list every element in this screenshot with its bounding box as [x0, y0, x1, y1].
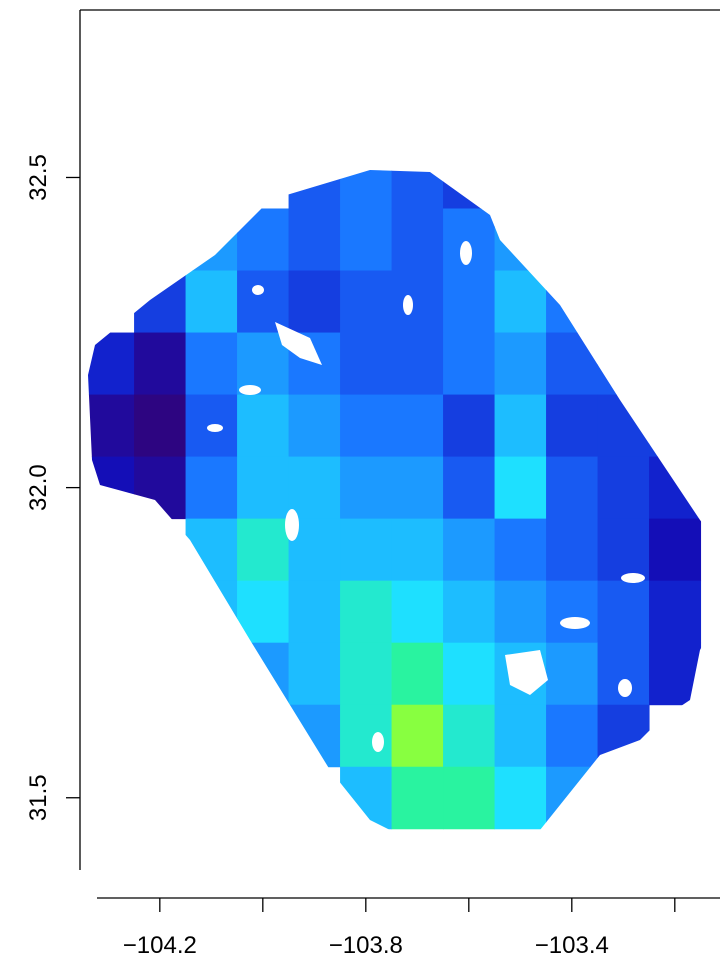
- raster-cell: [443, 457, 495, 520]
- raster-cell: [392, 705, 444, 768]
- raster-cell: [598, 581, 650, 644]
- x-tick-label: −103.4: [535, 932, 609, 956]
- raster-cell: [392, 333, 444, 396]
- raster-cell: [340, 146, 392, 209]
- raster-cell: [186, 208, 238, 271]
- raster-cell: [392, 208, 444, 271]
- y-tick-label: 32.0: [25, 464, 52, 511]
- raster-cell: [340, 767, 392, 830]
- raster-cell: [134, 395, 186, 458]
- raster-cell: [546, 395, 598, 458]
- raster-cell: [495, 767, 547, 830]
- raster-cell: [495, 581, 547, 644]
- raster-cell: [289, 208, 341, 271]
- raster-cell: [289, 705, 341, 768]
- raster-cell: [392, 643, 444, 706]
- raster-cell: [340, 271, 392, 334]
- y-tick-label: 31.5: [25, 774, 52, 821]
- raster-cell: [495, 333, 547, 396]
- raster-cell: [392, 519, 444, 582]
- raster-cell: [392, 395, 444, 458]
- raster-cell: [546, 519, 598, 582]
- raster-cell: [443, 581, 495, 644]
- raster-cell: [495, 457, 547, 520]
- raster-cell: [546, 767, 598, 830]
- raster-cell: [83, 333, 135, 396]
- raster-cell: [340, 705, 392, 768]
- x-tick-label: −103.8: [329, 932, 403, 956]
- raster-cell: [546, 271, 598, 334]
- chart: −104.2 −103.8 −103.4 31.5 32.0 32.5: [0, 0, 720, 956]
- raster-cell: [289, 457, 341, 520]
- raster-cell: [495, 705, 547, 768]
- y-tick-label: 32.5: [25, 154, 52, 201]
- raster-cell: [443, 643, 495, 706]
- raster-cell: [392, 271, 444, 334]
- raster-cell: [186, 333, 238, 396]
- raster-cell: [649, 519, 701, 582]
- raster-cell: [340, 457, 392, 520]
- raster-cell: [392, 146, 444, 209]
- raster-cell: [495, 271, 547, 334]
- raster: [83, 146, 701, 829]
- raster-cell: [237, 581, 289, 644]
- raster-cell: [443, 705, 495, 768]
- raster-cell: [495, 519, 547, 582]
- raster-cell: [340, 519, 392, 582]
- raster-cell: [289, 643, 341, 706]
- raster-cell: [340, 208, 392, 271]
- raster-cell: [546, 705, 598, 768]
- raster-cell: [340, 581, 392, 644]
- raster-cell: [546, 643, 598, 706]
- raster-cell: [649, 395, 701, 458]
- raster-cell: [443, 333, 495, 396]
- raster-cell: [443, 146, 495, 209]
- raster-cell: [340, 643, 392, 706]
- raster-cell: [649, 643, 701, 706]
- raster-cell: [598, 519, 650, 582]
- raster-cell: [392, 457, 444, 520]
- raster-cell: [237, 457, 289, 520]
- raster-cell: [598, 457, 650, 520]
- raster-cell: [237, 395, 289, 458]
- raster-cell: [495, 208, 547, 271]
- raster-cell: [237, 208, 289, 271]
- raster-cell: [495, 395, 547, 458]
- x-tick-label: −104.2: [123, 932, 197, 956]
- raster-cell: [443, 271, 495, 334]
- raster-cell: [392, 581, 444, 644]
- raster-cell: [598, 705, 650, 768]
- raster-cell: [598, 395, 650, 458]
- raster-cell: [134, 333, 186, 396]
- raster-cell: [186, 581, 238, 644]
- raster-cell: [443, 767, 495, 830]
- raster-cell: [340, 333, 392, 396]
- raster-cell: [649, 457, 701, 520]
- raster-cell: [598, 333, 650, 396]
- raster-cell: [443, 395, 495, 458]
- raster-cell: [186, 457, 238, 520]
- raster-cell: [289, 146, 341, 209]
- raster-cell: [392, 767, 444, 830]
- raster-cell: [237, 519, 289, 582]
- raster-cell: [134, 457, 186, 520]
- raster-cell: [546, 457, 598, 520]
- raster-cell: [289, 271, 341, 334]
- raster-cell: [134, 271, 186, 334]
- raster-cell: [289, 395, 341, 458]
- raster-cell: [443, 519, 495, 582]
- raster-cell: [186, 271, 238, 334]
- raster-cell: [340, 395, 392, 458]
- raster-cell: [83, 395, 135, 458]
- raster-cell: [237, 643, 289, 706]
- raster-cell: [546, 333, 598, 396]
- raster-cell: [649, 581, 701, 644]
- raster-cell: [546, 581, 598, 644]
- raster-cell: [83, 457, 135, 520]
- raster-cell: [186, 519, 238, 582]
- raster-cell: [237, 271, 289, 334]
- raster-cell: [289, 581, 341, 644]
